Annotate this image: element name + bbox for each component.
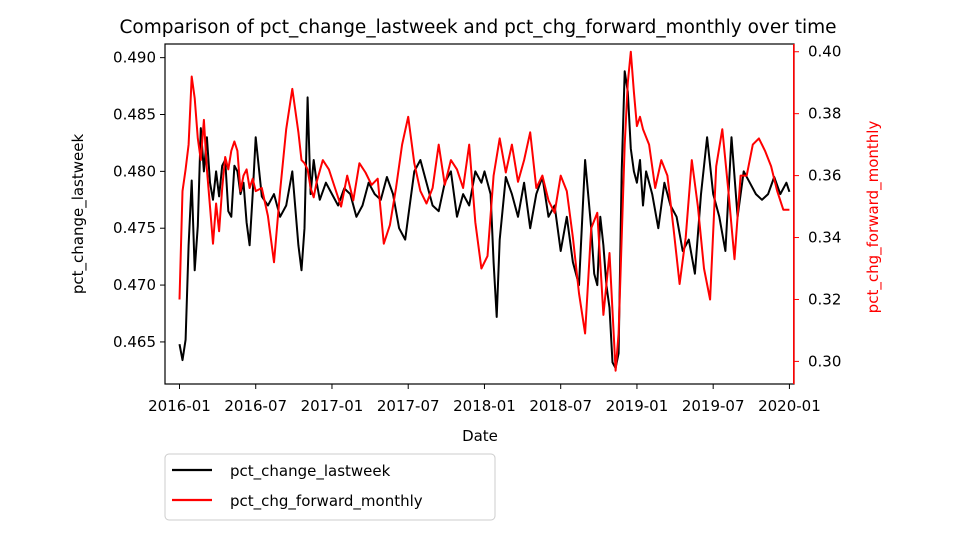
left-y-tick-label: 0.470 (113, 276, 156, 294)
x-tick-label: 2018-07 (529, 397, 592, 415)
x-tick-label: 2019-07 (682, 397, 745, 415)
right-y-axis-label: pct_chg_forward_monthly (864, 121, 883, 314)
right-y-tick-label: 0.30 (808, 352, 841, 370)
series-line-pct-chg-forward-monthly (178, 50, 790, 372)
x-axis-label: Date (462, 427, 498, 445)
left-y-tick-label: 0.490 (113, 49, 156, 67)
chart-title: Comparison of pct_change_lastweek and pc… (119, 17, 836, 38)
x-tick-label: 2019-01 (606, 397, 669, 415)
x-tick-label: 2017-07 (377, 397, 440, 415)
legend-label-pct-chg-forward-monthly: pct_chg_forward_monthly (230, 492, 423, 511)
x-axis-ticks: 2016-01 2016-07 2017-01 2017-07 2018-01 2018-… (148, 384, 821, 415)
left-y-tick-label: 0.475 (113, 219, 156, 237)
x-tick-label: 2016-01 (148, 397, 211, 415)
right-y-tick-label: 0.32 (808, 290, 841, 308)
series-layer (178, 50, 791, 372)
x-tick-label: 2017-01 (301, 397, 364, 415)
x-tick-label: 2020-01 (758, 397, 821, 415)
right-y-tick-label: 0.40 (808, 43, 841, 61)
x-tick-label: 2018-01 (453, 397, 516, 415)
left-y-axis-ticks: 0.465 0.470 0.475 0.480 0.485 0.490 (113, 49, 165, 351)
legend: pct_change_lastweek pct_chg_forward_mont… (164, 453, 496, 521)
right-y-tick-label: 0.36 (808, 167, 841, 185)
left-y-axis-label: pct_change_lastweek (69, 134, 88, 295)
x-tick-label: 2016-07 (224, 397, 287, 415)
right-y-tick-label: 0.34 (808, 229, 841, 247)
left-y-tick-label: 0.465 (113, 333, 156, 351)
left-y-tick-label: 0.480 (113, 162, 156, 180)
right-y-tick-label: 0.38 (808, 105, 841, 123)
legend-box (164, 453, 496, 521)
plot-area (164, 43, 795, 385)
right-y-axis-ticks: 0.30 0.32 0.34 0.36 0.38 0.40 (794, 43, 841, 370)
right-axis-spine (793, 44, 795, 384)
left-y-tick-label: 0.485 (113, 106, 156, 124)
legend-label-pct-change-lastweek: pct_change_lastweek (230, 462, 391, 481)
series-line-pct-change-lastweek (178, 70, 791, 370)
